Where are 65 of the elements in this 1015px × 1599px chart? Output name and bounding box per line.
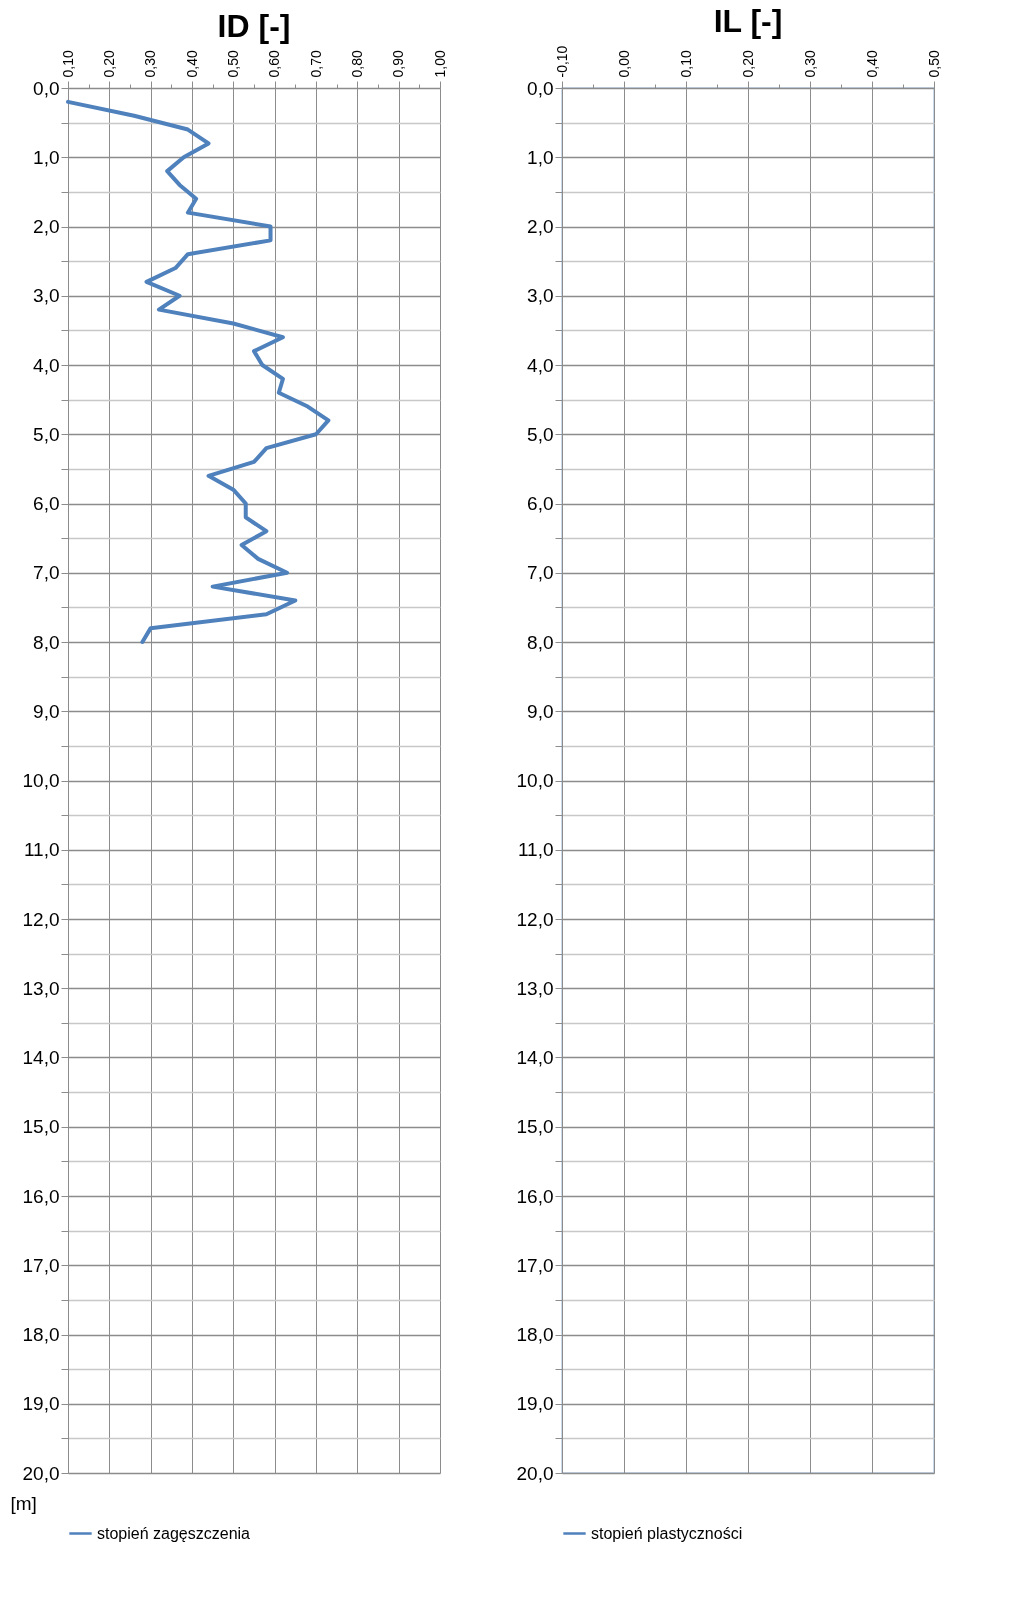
y-tick-label: 13,0	[22, 977, 60, 999]
y-axis-title: [m]	[10, 1492, 37, 1514]
x-tick-label: 0,20	[739, 50, 756, 78]
y-tick-label: 1,0	[33, 146, 60, 168]
y-tick-label: 16,0	[516, 1185, 554, 1207]
y-tick-label: 12,0	[516, 908, 554, 930]
y-tick-label: 19,0	[22, 1393, 60, 1415]
y-tick-label: 3,0	[527, 285, 554, 307]
y-tick-label: 11,0	[517, 839, 554, 861]
x-tick-label: 0,30	[801, 50, 818, 78]
y-tick-label: 4,0	[527, 354, 554, 376]
y-tick-label: 5,0	[527, 423, 554, 445]
y-tick-label: 7,0	[33, 562, 60, 584]
y-tick-label: 20,0	[516, 1462, 554, 1484]
x-tick-label: 0,50	[224, 50, 241, 78]
x-tick-label: 0,60	[266, 50, 283, 78]
y-tick-label: 8,0	[527, 631, 554, 653]
x-tick-label: 0,90	[390, 50, 407, 78]
y-tick-label: 8,0	[33, 631, 60, 653]
x-tick-label: 0,10	[677, 50, 694, 78]
y-tick-label: 9,0	[527, 700, 554, 722]
legend-label: stopień zagęszczenia	[97, 1524, 251, 1542]
y-tick-label: 6,0	[33, 493, 60, 514]
y-tick-label: 2,0	[527, 216, 554, 237]
chart-title: ID [-]	[217, 7, 291, 44]
x-tick-label: 0,80	[348, 50, 365, 78]
chart-title: IL [-]	[713, 3, 783, 40]
y-tick-label: 17,0	[22, 1254, 60, 1276]
y-tick-label: 16,0	[22, 1185, 60, 1207]
y-tick-label: 5,0	[33, 423, 60, 445]
y-tick-label: 15,0	[516, 1116, 554, 1138]
y-tick-label: 6,0	[527, 493, 554, 514]
y-tick-label: 11,0	[23, 839, 60, 861]
x-tick-label: 0,50	[925, 50, 942, 78]
y-tick-label: 10,0	[22, 770, 60, 791]
x-tick-label: 0,40	[863, 50, 880, 78]
y-tick-label: 4,0	[33, 354, 60, 376]
line-series	[66, 99, 331, 644]
x-tick-label: 0,00	[615, 50, 632, 78]
y-tick-label: 14,0	[22, 1047, 60, 1068]
x-tick-label: 0,40	[183, 50, 200, 78]
y-tick-label: 9,0	[33, 700, 60, 722]
y-tick-label: 13,0	[516, 977, 554, 999]
y-tick-label: 12,0	[22, 908, 60, 930]
x-tick-label: 0,70	[307, 50, 324, 78]
x-tick-label: 0,10	[59, 50, 76, 78]
y-tick-label: 2,0	[33, 216, 60, 237]
y-tick-label: 0,0	[33, 77, 60, 99]
x-tick-label: 1,00	[431, 50, 448, 78]
y-tick-label: 10,0	[516, 770, 554, 791]
x-tick-label: 0,30	[142, 50, 159, 78]
y-tick-label: 1,0	[527, 146, 554, 168]
y-tick-label: 18,0	[516, 1324, 554, 1345]
y-tick-label: 17,0	[516, 1254, 554, 1276]
y-tick-label: 3,0	[33, 285, 60, 307]
y-tick-label: 19,0	[516, 1393, 554, 1415]
x-tick-label: -0,10	[553, 45, 570, 78]
legend-label: stopień plastyczności	[591, 1524, 743, 1542]
y-tick-label: 18,0	[22, 1324, 60, 1345]
y-tick-label: 14,0	[516, 1047, 554, 1068]
y-tick-label: 20,0	[22, 1462, 60, 1484]
y-tick-label: 15,0	[22, 1116, 60, 1138]
y-tick-label: 7,0	[527, 562, 554, 584]
x-tick-label: 0,20	[100, 50, 117, 78]
y-tick-label: 0,0	[527, 77, 554, 99]
